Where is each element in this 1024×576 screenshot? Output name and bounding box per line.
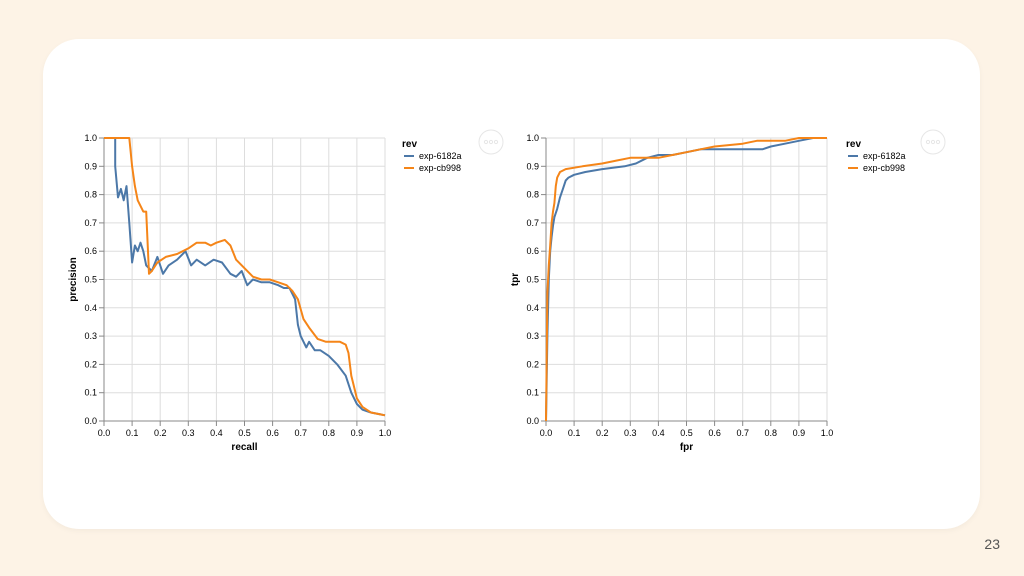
pr-series-line-exp-cb998 bbox=[104, 137, 386, 417]
pr-xtick-label: 0.8 bbox=[323, 428, 336, 438]
ellipsis-icon bbox=[930, 139, 936, 145]
pr-y-axis-title: precision bbox=[68, 257, 79, 301]
pr-xtick-label: 0.9 bbox=[351, 428, 364, 438]
pr-ytick-label: 0.0 bbox=[84, 416, 97, 426]
ellipsis-icon bbox=[488, 139, 494, 145]
roc-ytick-label: 0.8 bbox=[526, 190, 539, 200]
pr-xtick-label: 0.2 bbox=[154, 428, 167, 438]
pr-ytick-label: 0.5 bbox=[84, 275, 97, 285]
roc-series-line-exp-cb998 bbox=[545, 137, 827, 422]
pr-ytick-label: 0.4 bbox=[84, 303, 97, 313]
roc-ytick-label: 0.2 bbox=[526, 359, 539, 369]
pr-legend-label: exp-cb998 bbox=[419, 163, 461, 173]
roc-ytick-label: 0.5 bbox=[526, 275, 539, 285]
pr-ytick-label: 0.3 bbox=[84, 331, 97, 341]
pr-xtick-label: 0.4 bbox=[210, 428, 223, 438]
roc-ytick-label: 0.4 bbox=[526, 303, 539, 313]
roc-xtick-label: 0.7 bbox=[736, 428, 749, 438]
pr-ytick-label: 1.0 bbox=[84, 133, 97, 143]
ellipsis-icon bbox=[483, 139, 489, 145]
roc-xtick-label: 0.5 bbox=[680, 428, 693, 438]
pr-ytick-label: 0.7 bbox=[84, 218, 97, 228]
roc-menu-button[interactable] bbox=[920, 129, 946, 155]
pr-xtick-label: 0.5 bbox=[238, 428, 251, 438]
pr-ytick-label: 0.8 bbox=[84, 190, 97, 200]
roc-xtick-label: 0.4 bbox=[652, 428, 665, 438]
pr-series bbox=[104, 137, 386, 417]
pr-xtick-label: 0.7 bbox=[294, 428, 307, 438]
pr-x-axis-title: recall bbox=[231, 442, 257, 453]
pr-legend-label: exp-6182a bbox=[419, 151, 462, 161]
roc-y-axis-title: tpr bbox=[510, 273, 521, 286]
pr-ytick-label: 0.2 bbox=[84, 359, 97, 369]
roc-xtick-label: 0.8 bbox=[765, 428, 778, 438]
roc-ytick-label: 0.9 bbox=[526, 161, 539, 171]
roc-x-axis-title: fpr bbox=[680, 442, 693, 453]
roc-xtick-label: 0.0 bbox=[540, 428, 553, 438]
pr-ytick-label: 0.1 bbox=[84, 388, 97, 398]
pr-xtick-label: 0.3 bbox=[182, 428, 195, 438]
page-number: 23 bbox=[984, 536, 1000, 552]
roc-ytick-label: 0.3 bbox=[526, 331, 539, 341]
roc-ytick-label: 0.0 bbox=[526, 416, 539, 426]
roc-legend-label: exp-cb998 bbox=[863, 163, 905, 173]
ellipsis-icon bbox=[493, 139, 499, 145]
ellipsis-icon bbox=[925, 139, 931, 145]
roc-xtick-label: 1.0 bbox=[821, 428, 834, 438]
roc-legend-title: rev bbox=[846, 139, 861, 150]
roc-xtick-label: 0.9 bbox=[793, 428, 806, 438]
pr-xtick-label: 0.0 bbox=[98, 428, 111, 438]
pr-grid bbox=[103, 137, 386, 422]
pr-series-line-exp-6182a bbox=[104, 137, 386, 417]
pr-xtick-label: 0.1 bbox=[126, 428, 139, 438]
pr-legend-title: rev bbox=[402, 139, 417, 150]
roc-ytick-label: 1.0 bbox=[526, 133, 539, 143]
roc-ytick-label: 0.7 bbox=[526, 218, 539, 228]
roc-legend-label: exp-6182a bbox=[863, 151, 906, 161]
roc-series-line-exp-6182a bbox=[545, 137, 827, 422]
pr-ytick-label: 0.9 bbox=[84, 161, 97, 171]
roc-ytick-label: 0.1 bbox=[526, 388, 539, 398]
roc-series bbox=[545, 137, 827, 422]
roc-axes: 0.0 0.1 0.2 0.3 0.4 0.5 0.6 0.7 0.8 0.9 1.0 0.0 0.1 0… bbox=[510, 133, 833, 453]
roc-xtick-label: 0.2 bbox=[596, 428, 609, 438]
roc-grid bbox=[545, 137, 828, 422]
roc-ytick-label: 0.6 bbox=[526, 246, 539, 256]
ellipsis-icon bbox=[935, 139, 941, 145]
roc-xtick-label: 0.1 bbox=[568, 428, 581, 438]
pr-xtick-label: 0.6 bbox=[266, 428, 279, 438]
pr-xtick-label: 1.0 bbox=[379, 428, 392, 438]
pr-menu-button[interactable] bbox=[478, 129, 504, 155]
pr-ytick-label: 0.6 bbox=[84, 246, 97, 256]
slide-card bbox=[43, 39, 980, 529]
pr-axes: 0.0 0.1 0.2 0.3 0.4 0.5 0.6 0.7 0.8 0.9 1.0 0.0 0.1 0… bbox=[68, 133, 391, 453]
roc-xtick-label: 0.6 bbox=[708, 428, 721, 438]
roc-xtick-label: 0.3 bbox=[624, 428, 637, 438]
